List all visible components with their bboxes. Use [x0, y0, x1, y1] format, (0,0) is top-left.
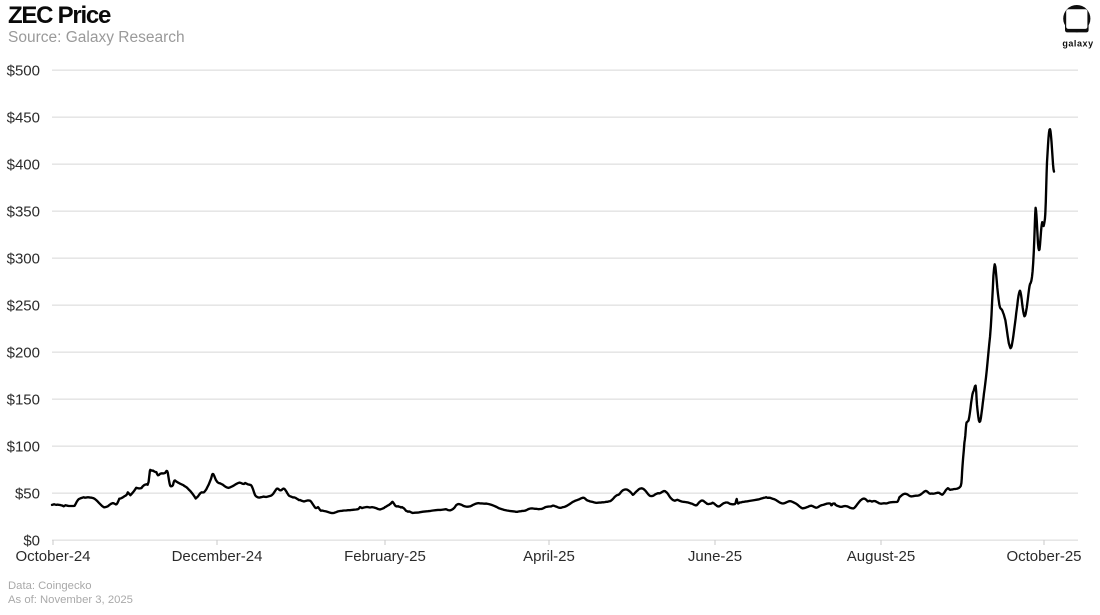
svg-text:$150: $150 [7, 391, 40, 408]
svg-text:October-24: October-24 [15, 548, 90, 565]
svg-text:June-25: June-25 [688, 548, 742, 565]
svg-text:August-25: August-25 [847, 548, 915, 565]
svg-text:December-24: December-24 [172, 548, 263, 565]
svg-text:$300: $300 [7, 250, 40, 267]
svg-text:February-25: February-25 [344, 548, 426, 565]
svg-text:galaxy: galaxy [1062, 38, 1093, 48]
svg-text:$50: $50 [15, 485, 40, 502]
svg-text:$0: $0 [23, 532, 40, 549]
svg-text:$350: $350 [7, 203, 40, 220]
svg-text:April-25: April-25 [523, 548, 575, 565]
svg-text:$100: $100 [7, 438, 40, 455]
svg-text:$500: $500 [7, 62, 40, 79]
svg-text:$200: $200 [7, 344, 40, 361]
svg-text:$250: $250 [7, 297, 40, 314]
svg-text:October-25: October-25 [1006, 548, 1081, 565]
svg-text:$400: $400 [7, 156, 40, 173]
svg-text:$450: $450 [7, 109, 40, 126]
